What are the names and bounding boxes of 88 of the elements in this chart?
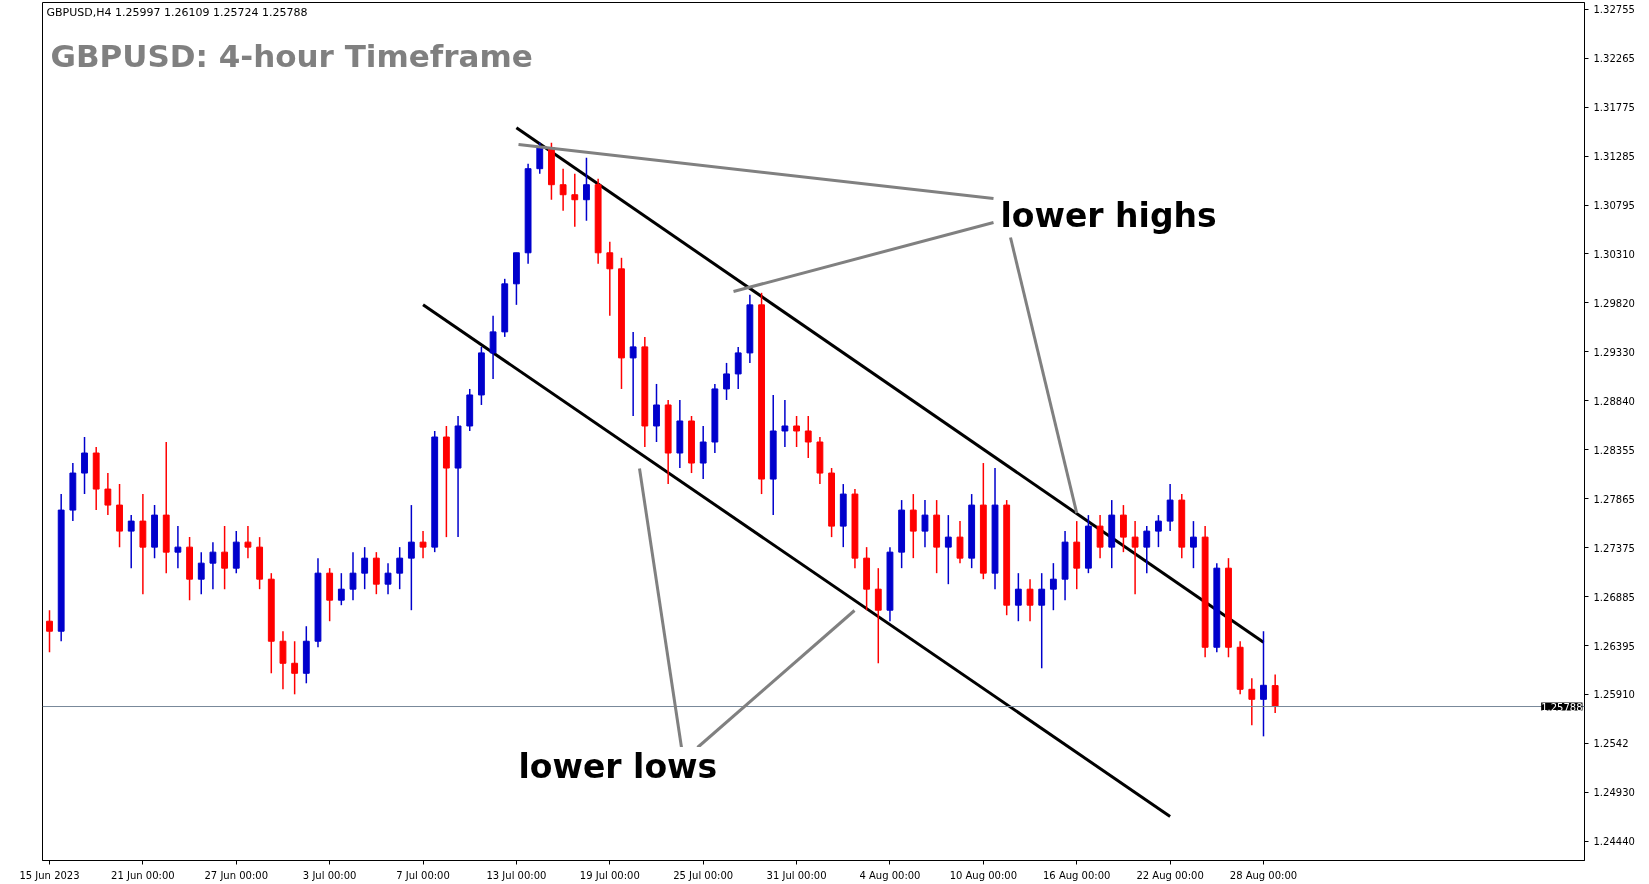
y-tick-label: 1.26395 <box>1593 640 1635 652</box>
candlestick <box>921 499 929 548</box>
candlestick <box>419 530 427 559</box>
x-tick-label: 21 Jun 00:00 <box>111 869 175 881</box>
candlestick <box>793 415 800 448</box>
candlestick <box>291 640 299 696</box>
candlestick <box>1271 673 1279 714</box>
candlestick <box>1166 483 1174 532</box>
candlestick <box>1143 525 1151 574</box>
candlestick <box>279 630 287 691</box>
annotation: lower highs <box>1000 196 1217 235</box>
candlestick <box>909 493 917 559</box>
ref-line-label: 1.25788 <box>1541 701 1583 713</box>
candlestick <box>174 525 182 569</box>
candlestick <box>81 436 88 495</box>
y-tick-label: 1.30310 <box>1593 248 1635 260</box>
x-tick-label: 3 Jul 00:00 <box>302 869 357 881</box>
candlestick <box>221 525 229 590</box>
candlestick <box>46 609 53 654</box>
y-tick-label: 1.26885 <box>1593 591 1635 603</box>
y-tick-label: 1.25910 <box>1593 689 1635 701</box>
y-tick-label: 1.2542 <box>1593 738 1629 750</box>
candlestick <box>396 546 404 590</box>
y-tick-label: 1.29330 <box>1593 346 1635 358</box>
candlestick <box>571 172 579 228</box>
candlestick <box>197 551 205 595</box>
candlestick <box>209 541 217 590</box>
x-tick-label: 4 Aug 00:00 <box>859 869 921 881</box>
x-tick-label: 27 Jun 00:00 <box>204 869 269 881</box>
x-tick-label: 15 Jun 2023 <box>19 869 80 881</box>
candlestick <box>489 315 497 380</box>
x-tick-label: 10 Aug 00:00 <box>949 869 1018 881</box>
candlestick <box>874 567 882 665</box>
candlestick <box>1038 572 1046 670</box>
candlestick <box>804 415 812 459</box>
candlestick <box>1096 514 1104 559</box>
candlestick <box>606 241 614 317</box>
x-tick-label: 16 Aug 00:00 <box>1043 869 1111 881</box>
candlestick <box>583 156 590 222</box>
y-tick-label: 1.28355 <box>1593 444 1635 456</box>
candlestick <box>559 167 567 212</box>
candlestick <box>1014 572 1022 622</box>
annotation: lower lows <box>518 747 718 786</box>
x-tick-label: 7 Jul 00:00 <box>396 869 450 881</box>
candlestick <box>384 562 392 595</box>
candlestick <box>104 472 112 516</box>
candlestick <box>127 514 135 569</box>
candlestick <box>1049 562 1057 611</box>
candlestick <box>536 141 544 175</box>
x-tick-label: 25 Jul 00:00 <box>673 869 734 881</box>
x-tick-label: 22 Aug 00:00 <box>1136 869 1204 881</box>
annotation: GBPUSD,H4 1.25997 1.26109 1.25724 1.25788 <box>46 6 308 19</box>
text: GBPUSD: 4-hour Timeframe <box>50 37 533 74</box>
candlestick <box>781 399 789 448</box>
candlestick <box>361 546 369 590</box>
x-tick-label: 28 Aug 00:00 <box>1229 869 1298 881</box>
candlestick <box>734 346 742 390</box>
candlestick <box>629 331 637 417</box>
y-tick-label: 1.30795 <box>1593 200 1635 212</box>
y-tick-label: 1.32265 <box>1593 53 1635 65</box>
candlestick <box>723 362 730 401</box>
x-tick-label: 31 Jul 00:00 <box>766 869 827 881</box>
y-tick-label: 1.24930 <box>1593 787 1635 799</box>
candlestick <box>1155 514 1162 548</box>
y-tick-label: 1.24440 <box>1593 836 1635 848</box>
y-tick-label: 1.28840 <box>1593 395 1635 407</box>
candlestick <box>653 383 660 443</box>
candlestick <box>1248 677 1256 727</box>
candlestick <box>699 425 707 480</box>
candlestick <box>349 551 357 601</box>
candlestick <box>337 572 345 606</box>
candlestick <box>956 520 964 564</box>
y-tick-label: 1.27865 <box>1593 493 1635 505</box>
candlestick <box>407 504 415 611</box>
candlestick <box>1260 630 1267 738</box>
y-tick-label: 1.27375 <box>1593 542 1635 554</box>
candlestick <box>1190 520 1197 569</box>
y-tick-label: 1.29820 <box>1593 297 1635 309</box>
candlestick <box>1131 520 1139 595</box>
candlestick <box>1026 578 1034 622</box>
x-tick-label: 13 Jul 00:00 <box>486 869 547 881</box>
y-tick-label: 1.32755 <box>1593 4 1635 16</box>
x-tick-label: 19 Jul 00:00 <box>579 869 640 881</box>
y-tick-label: 1.31285 <box>1593 151 1635 163</box>
y-tick-label: 1.31775 <box>1593 102 1635 114</box>
candlestick <box>1120 504 1127 553</box>
candlestick <box>244 525 252 559</box>
candlestick <box>944 514 952 585</box>
